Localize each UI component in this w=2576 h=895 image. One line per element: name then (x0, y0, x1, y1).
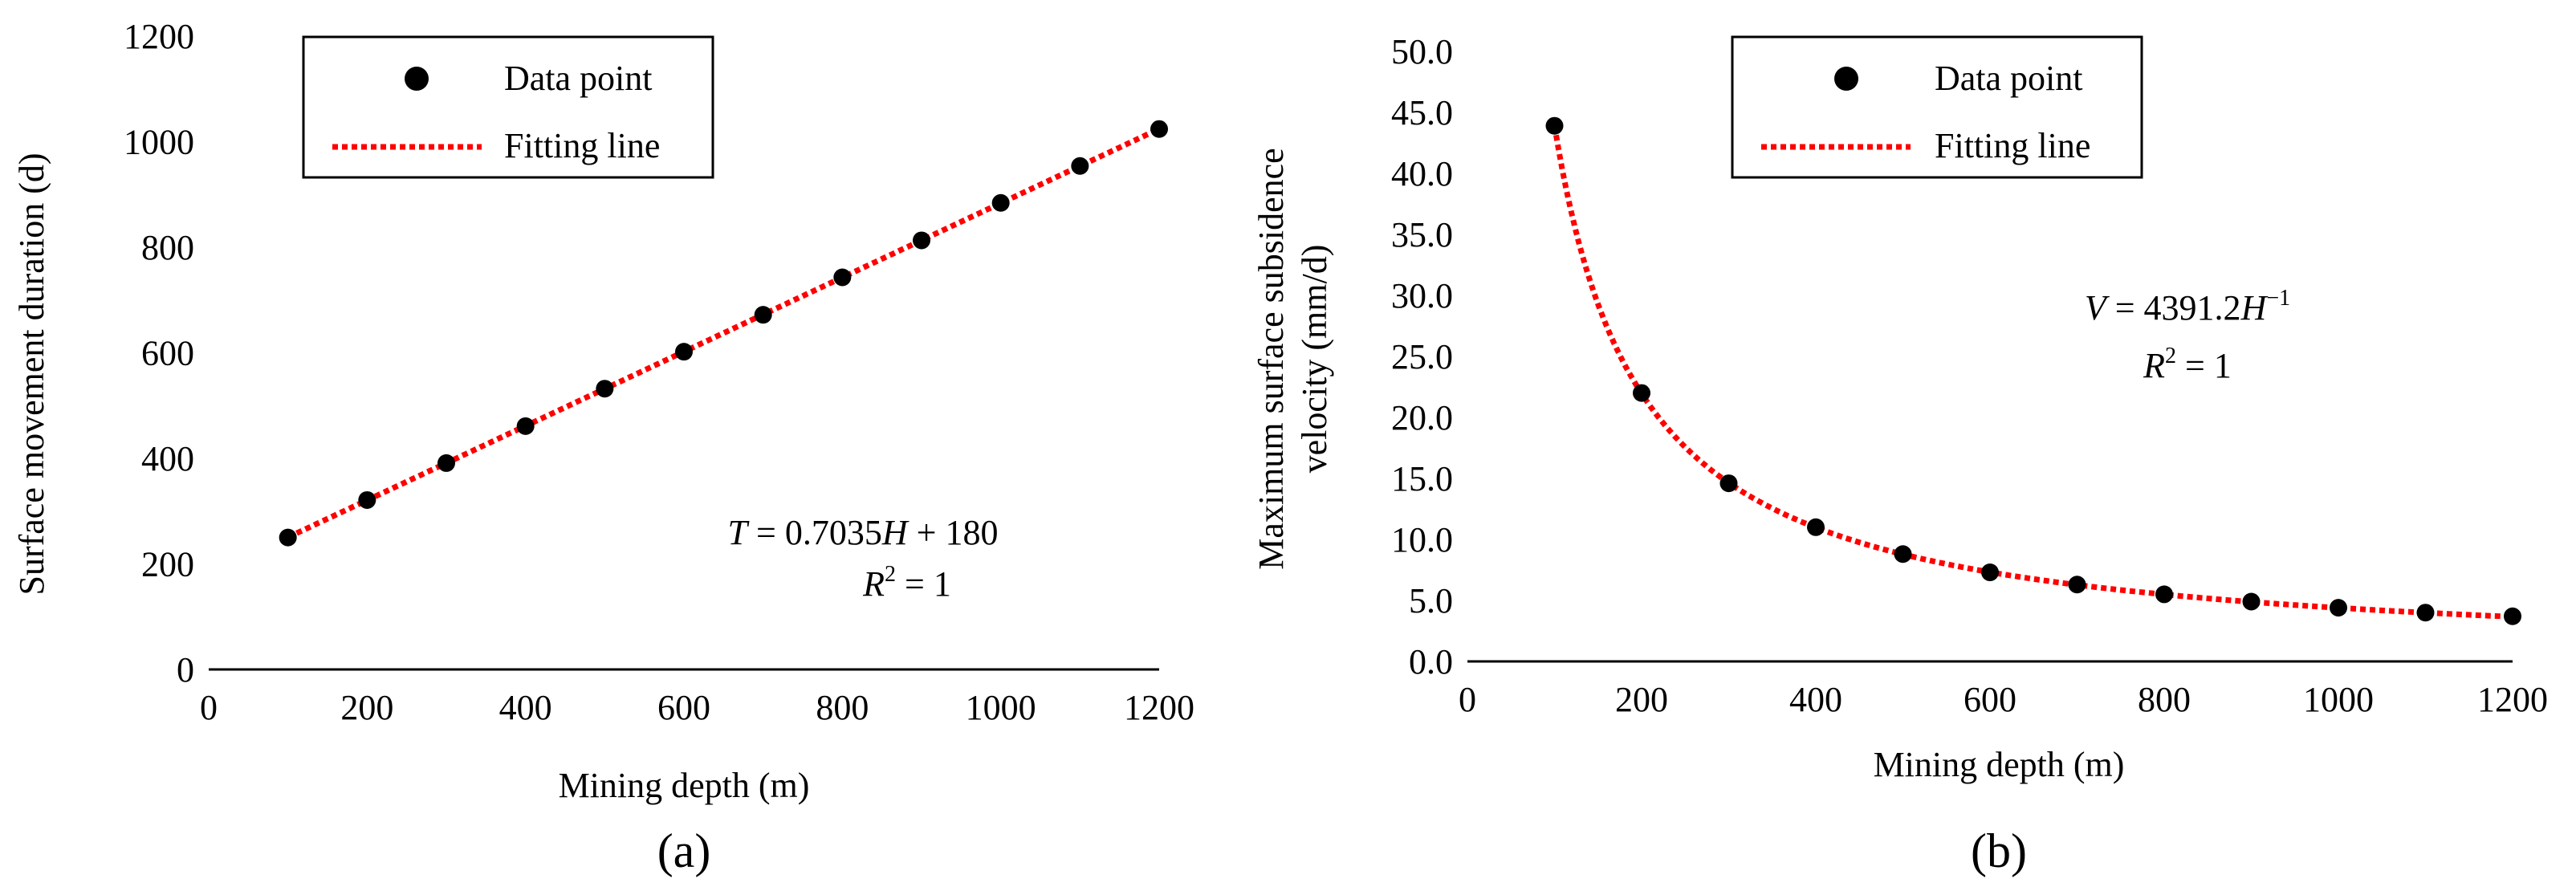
x-tick-labels: 0 200 400 600 800 1000 1200 (1459, 680, 2548, 719)
y-tick-label: 30.0 (1391, 276, 1453, 315)
y-tick-label: 35.0 (1391, 215, 1453, 254)
r-squared: R2 = 1 (2143, 344, 2232, 385)
data-point (2504, 607, 2521, 625)
fit-line (287, 126, 1161, 540)
data-points-group (1545, 116, 2521, 625)
data-point (1981, 563, 1999, 582)
x-tick-label: 0 (200, 688, 218, 727)
y-axis-label-line2: velocity (mm/d) (1295, 245, 1334, 474)
data-point (1633, 384, 1650, 402)
x-axis-label: Mining depth (m) (559, 766, 810, 805)
y-tick-label: 40.0 (1391, 154, 1453, 193)
data-point (596, 380, 614, 398)
y-tick-label: 1000 (124, 123, 194, 162)
data-point (1150, 120, 1168, 138)
y-tick-label: 50.0 (1391, 32, 1453, 71)
r-squared: R2 = 1 (862, 562, 951, 604)
legend-fit-label: Fitting line (504, 126, 660, 165)
data-point (675, 343, 693, 361)
data-point (833, 268, 852, 287)
data-point (2330, 599, 2347, 617)
x-tick-label: 200 (340, 688, 393, 727)
x-tick-label: 400 (1789, 680, 1842, 719)
y-tick-label: 400 (141, 439, 194, 478)
x-tick-label: 800 (816, 688, 869, 727)
legend-fit-label: Fitting line (1935, 126, 2090, 165)
x-tick-label: 1000 (966, 688, 1036, 727)
legend-box (1731, 35, 2143, 179)
data-point (1545, 116, 1564, 135)
x-tick-label: 600 (657, 688, 710, 727)
y-tick-label: 1200 (124, 17, 194, 56)
x-tick-label: 800 (2138, 680, 2191, 719)
x-tick-label: 1200 (2477, 680, 2548, 719)
fit-line-group (287, 126, 1161, 540)
x-tick-label: 0 (1459, 680, 1476, 719)
chart-a: 0 200 400 600 800 1000 1200 0 200 400 600 800 1000 1… (12, 17, 1194, 877)
data-point (437, 454, 455, 472)
y-tick-label: 600 (141, 334, 194, 373)
y-tick-labels: 0 200 400 600 800 1000 1200 (124, 17, 194, 690)
y-tick-label: 15.0 (1391, 459, 1453, 498)
data-point (913, 231, 930, 250)
fit-line-group (1552, 124, 2513, 620)
data-point (358, 490, 376, 509)
x-axis-label: Mining depth (m) (1874, 745, 2125, 784)
data-point (754, 306, 772, 324)
x-tick-label: 600 (1964, 680, 2016, 719)
fit-equation: V = 4391.2H−1 (2085, 286, 2290, 327)
legend-data-label: Data point (1935, 59, 2083, 98)
data-point (1894, 545, 1912, 563)
x-tick-label: 1200 (1124, 688, 1194, 727)
data-points-group (279, 120, 1168, 547)
legend: Data point Fitting line (1731, 35, 2143, 179)
y-tick-label: 0.0 (1409, 642, 1453, 681)
legend-point-marker (405, 67, 429, 91)
x-tick-label: 400 (499, 688, 552, 727)
panel-label: (b) (1971, 824, 2027, 877)
y-tick-label: 20.0 (1391, 398, 1453, 437)
y-tick-label: 800 (141, 228, 194, 267)
fit-line (1552, 124, 2513, 620)
data-point (1807, 518, 1825, 536)
panel-label: (a) (657, 824, 711, 877)
data-point (2068, 576, 2086, 594)
data-point (1719, 474, 1738, 493)
y-tick-label: 10.0 (1391, 520, 1453, 559)
data-point (2242, 592, 2261, 611)
data-point (1071, 157, 1089, 175)
y-tick-labels: 0.0 5.0 10.0 15.0 20.0 25.0 30.0 35.0 40.0 45.0 50… (1391, 32, 1453, 681)
legend-box (302, 35, 714, 179)
fit-equation: T = 0.7035H + 180 (728, 513, 999, 552)
data-point (2416, 604, 2435, 622)
data-point (2155, 585, 2173, 604)
y-tick-label: 0 (177, 650, 194, 690)
legend-data-label: Data point (504, 59, 653, 98)
y-tick-label: 5.0 (1409, 581, 1453, 620)
y-axis-label-line1: Maximum surface subsidence (1251, 148, 1291, 569)
x-tick-label: 200 (1615, 680, 1668, 719)
legend: Data point Fitting line (302, 35, 714, 179)
y-tick-label: 45.0 (1391, 93, 1453, 132)
x-tick-label: 1000 (2303, 680, 2374, 719)
y-tick-label: 25.0 (1391, 337, 1453, 376)
data-point (516, 417, 535, 435)
x-tick-labels: 0 200 400 600 800 1000 1200 (200, 688, 1194, 727)
y-tick-label: 200 (141, 545, 194, 584)
chart-b: 0.0 5.0 10.0 15.0 20.0 25.0 30.0 35.0 40.0 45.0 50… (1251, 32, 2548, 877)
data-point (991, 193, 1010, 212)
y-axis-label: Surface movement duration (d) (12, 153, 51, 595)
data-point (279, 528, 297, 547)
legend-point-marker (1834, 67, 1858, 91)
